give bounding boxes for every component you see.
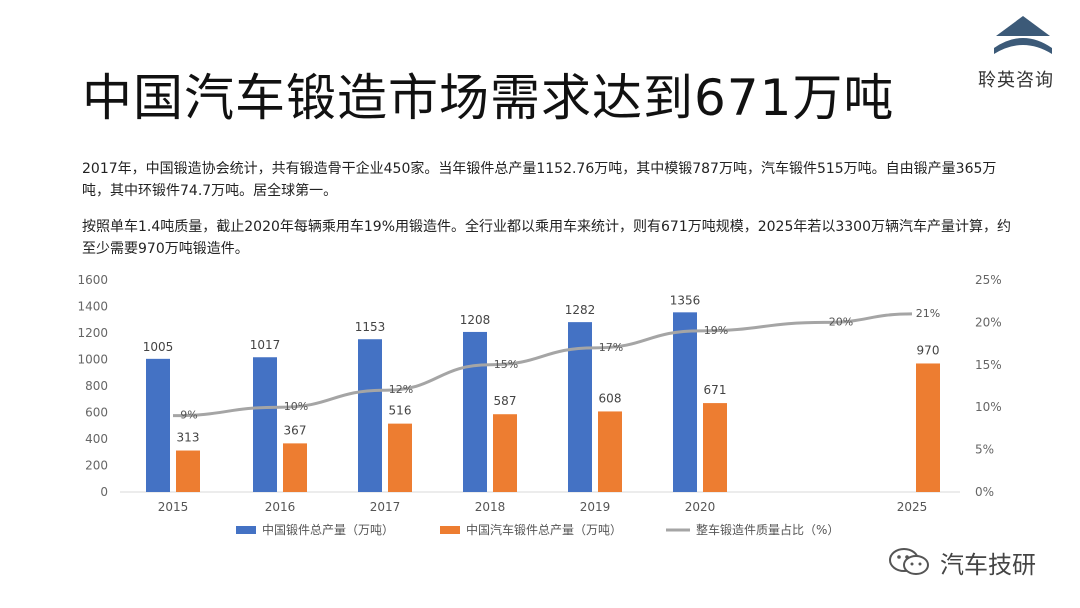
y-left-tick-label: 1000 <box>77 353 108 367</box>
y-right-tick-label: 0% <box>975 485 994 499</box>
bar-auto-forging-label: 313 <box>177 431 200 445</box>
bar-total-output-label: 1356 <box>670 293 701 307</box>
intro-paragraph: 2017年，中国锻造协会统计，共有锻造骨干企业450家。当年锻件总产量1152.… <box>82 161 997 199</box>
y-left-tick-label: 600 <box>85 406 108 420</box>
x-tick-label: 2017 <box>370 500 401 514</box>
x-tick-label: 2015 <box>158 500 189 514</box>
bar-total-output <box>253 357 277 492</box>
bar-auto-forging <box>388 423 412 492</box>
y-right-tick-label: 10% <box>975 400 1002 414</box>
bar-auto-forging-label: 367 <box>284 423 307 437</box>
bar-auto-forging-label: 608 <box>599 391 622 405</box>
legend-label-forging-share: 整车锻造件质量占比（%） <box>696 522 839 537</box>
line-forging-share-label: 17% <box>599 341 623 354</box>
line-forging-share-label: 12% <box>389 383 413 396</box>
page-title: 中国汽车锻造市场需求达到671万吨 <box>82 69 895 127</box>
line-forging-share-label: 15% <box>494 358 518 371</box>
x-tick-label: 2020 <box>685 500 716 514</box>
bar-total-output-label: 1208 <box>460 313 491 327</box>
y-right-tick-label: 25% <box>975 273 1002 287</box>
bar-total-output <box>673 312 697 492</box>
wechat-icon <box>888 547 932 581</box>
x-tick-label: 2019 <box>580 500 611 514</box>
line-forging-share <box>172 312 913 418</box>
line-forging-share-label: 21% <box>916 307 940 320</box>
bar-auto-forging-label: 516 <box>389 404 412 418</box>
y-left-tick-label: 1600 <box>77 273 108 287</box>
x-tick-label: 2016 <box>265 500 296 514</box>
bar-auto-forging <box>916 363 940 492</box>
y-left-tick-label: 400 <box>85 432 108 446</box>
bar-total-output <box>146 358 170 492</box>
x-tick-label: 2018 <box>475 500 506 514</box>
y-left-tick-label: 0 <box>100 485 108 499</box>
x-tick-label: 2025 <box>897 500 928 514</box>
bar-auto-forging <box>493 414 517 492</box>
logo-text: 聆英咨询 <box>978 70 1054 91</box>
mountain-logo-icon <box>988 14 1058 94</box>
bar-auto-forging <box>283 443 307 492</box>
bar-auto-forging <box>176 450 200 492</box>
bar-total-output-label: 1017 <box>250 338 281 352</box>
line-forging-share-label: 20% <box>829 315 853 328</box>
line-forging-share-label: 19% <box>704 324 728 337</box>
bar-total-output <box>358 339 382 492</box>
bar-auto-forging-label: 970 <box>917 343 940 357</box>
legend-label-auto-forging: 中国汽车锻件总产量（万吨） <box>466 522 622 537</box>
bar-auto-forging-label: 587 <box>494 394 517 408</box>
watermark-text: 汽车技研 <box>940 551 1036 579</box>
y-left-tick-label: 1200 <box>77 326 108 340</box>
legend-label-total-output: 中国锻件总产量（万吨） <box>262 522 394 537</box>
legend-swatch-total-output <box>236 526 256 534</box>
bar-total-output-label: 1005 <box>143 340 174 354</box>
y-left-tick-label: 800 <box>85 379 108 393</box>
bar-total-output-label: 1153 <box>355 320 386 334</box>
line-forging-share-label: 9% <box>180 409 197 422</box>
bar-total-output-label: 1282 <box>565 303 596 317</box>
legend-swatch-auto-forging <box>440 526 460 534</box>
estimate-paragraph: 按照单车1.4吨质量，截止2020年每辆乘用车19%用锻造件。全行业都以乘用车来… <box>82 219 1011 257</box>
bar-auto-forging-label: 671 <box>704 383 727 397</box>
y-left-tick-label: 1400 <box>77 300 108 314</box>
y-right-tick-label: 20% <box>975 315 1002 329</box>
bar-auto-forging <box>598 411 622 492</box>
bar-total-output <box>463 331 487 492</box>
bar-auto-forging <box>703 403 727 492</box>
y-left-tick-label: 200 <box>85 459 108 473</box>
y-right-tick-label: 5% <box>975 443 994 457</box>
line-forging-share-label: 10% <box>284 400 308 413</box>
y-right-tick-label: 15% <box>975 358 1002 372</box>
